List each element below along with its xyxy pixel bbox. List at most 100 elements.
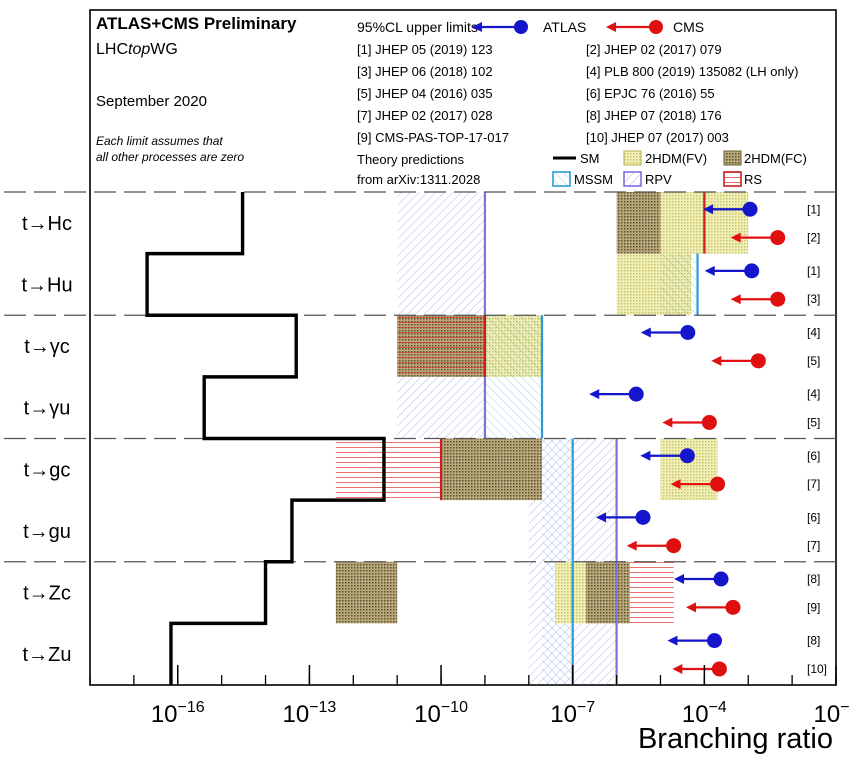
reference-6: [6] EPJC 76 (2016) 55 [586, 86, 715, 101]
limit-atlas: [1] [703, 201, 820, 217]
x-tick-label: 10−7 [550, 699, 595, 728]
plot-frame [89, 9, 837, 686]
legend-sm-label: SM [580, 151, 600, 166]
limit-reference: [7] [807, 477, 820, 491]
legend-atlas-label: ATLAS [543, 19, 586, 35]
legend-cms-marker [606, 20, 663, 34]
limit-marker [770, 230, 786, 246]
reference-3: [3] JHEP 06 (2018) 102 [357, 64, 493, 79]
limit-atlas: [6] [596, 509, 820, 525]
x-tick-label: 10−1 [814, 699, 850, 728]
theory-bands [335, 192, 749, 685]
legend-rs-label: RS [744, 172, 762, 187]
limit-reference: [5] [807, 415, 820, 429]
reference-8: [8] JHEP 07 (2018) 176 [586, 108, 722, 123]
theory-label-1: Theory predictions [357, 152, 464, 167]
limit-arrow-head [640, 450, 651, 461]
header: ATLAS+CMS Preliminary LHCtopWG September… [96, 14, 807, 187]
limit-atlas: [4] [589, 386, 820, 402]
limit-arrow-head [670, 479, 681, 490]
legend-limits-label: 95%CL upper limits [357, 19, 478, 35]
limit-cms: [3] [730, 291, 820, 307]
limit-marker [701, 414, 717, 430]
limit-marker [635, 509, 651, 525]
limit-arrow-head [672, 663, 683, 674]
x-tick-label: 10−10 [414, 699, 468, 728]
limit-atlas: [8] [674, 571, 820, 587]
theory-band-mssm [660, 253, 698, 316]
x-axis-label: Branching ratio [638, 723, 833, 755]
x-tick-label: 10−16 [151, 699, 205, 728]
limit-arrow-head [686, 602, 697, 613]
theory-band-rs [397, 315, 485, 377]
limit-marker [770, 291, 786, 307]
limit-cms: [2] [730, 230, 820, 246]
theory-band-mssm [484, 315, 543, 439]
x-axis: 10−16 10−13 10−10 10−7 10−4 10−1 [89, 665, 850, 728]
limit-reference: [4] [807, 326, 820, 340]
limit-reference: [5] [807, 354, 820, 368]
limit-marker [711, 661, 727, 677]
theory-band-fv [660, 438, 718, 501]
limit-arrow-head [667, 635, 678, 646]
limit-atlas: [8] [667, 633, 820, 649]
sm-step-line [145, 192, 386, 685]
process-label: t→γu [24, 398, 71, 420]
limit-cms: [10] [672, 661, 827, 677]
limit-atlas: [6] [640, 448, 820, 464]
limit-marker [679, 448, 695, 464]
legend-fc-label: 2HDM(FC) [744, 151, 807, 166]
limit-reference: [9] [807, 600, 820, 614]
limit-arrow-head [730, 232, 741, 243]
limit-cms: [7] [626, 538, 820, 554]
limit-marker [750, 353, 766, 369]
theory-label-2: from arXiv:1311.2028 [357, 172, 480, 187]
limit-atlas: [1] [704, 263, 820, 279]
limit-cms: [9] [686, 599, 820, 615]
reference-5: [5] JHEP 04 (2016) 035 [357, 86, 493, 101]
limit-marker [713, 571, 729, 587]
limit-cms: [5] [711, 353, 820, 369]
model-legend: SM 2HDM(FV) 2HDM(FC) MSSM RPV RS [552, 150, 807, 187]
limit-cms: [5] [662, 414, 820, 430]
process-label: t→Hc [22, 213, 72, 235]
legend-mssm-label: MSSM [574, 172, 613, 187]
limit-reference: [6] [807, 510, 820, 524]
legend-rs-swatch [723, 171, 742, 187]
limit-arrow-head [674, 574, 685, 585]
limit-arrow-head [640, 327, 651, 338]
theory-band-fc [585, 561, 630, 624]
legend-rpv-swatch [623, 171, 642, 187]
x-tick-label: 10−13 [282, 699, 336, 728]
limit-reference: [1] [807, 264, 820, 278]
experimental-limits: [1] [2] [1] [3] [4] [5] [4] [5] [6] [7] [6] [7] [8] [… [589, 201, 827, 677]
limit-reference: [8] [807, 634, 820, 648]
limit-marker [680, 325, 696, 341]
limit-marker [666, 538, 682, 554]
legend-atlas-marker [472, 20, 528, 34]
limit-marker [744, 263, 760, 279]
legend-fv-label: 2HDM(FV) [645, 151, 707, 166]
x-tick-label: 10−4 [682, 699, 727, 728]
date-label: September 2020 [96, 93, 207, 110]
legend-cms-label: CMS [673, 19, 704, 35]
process-label: t→Zu [23, 644, 72, 666]
limit-marker [706, 633, 722, 649]
legend-mssm-swatch [552, 171, 571, 187]
limit-reference: [2] [807, 231, 820, 245]
limit-reference: [4] [807, 387, 820, 401]
limit-arrow-head [704, 265, 715, 276]
limit-marker [710, 476, 726, 492]
process-label: t→γc [24, 336, 70, 358]
limit-arrow-head [596, 512, 607, 523]
limit-reference: [1] [807, 202, 820, 216]
chart-title: ATLAS+CMS Preliminary [96, 14, 297, 33]
limit-marker [742, 201, 758, 217]
limit-reference: [8] [807, 572, 820, 586]
reference-10: [10] JHEP 07 (2017) 003 [586, 130, 729, 145]
assumption-note-1: Each limit assumes that [96, 134, 223, 148]
process-label: t→Zc [23, 583, 71, 605]
group-label: LHCtopWG [96, 41, 178, 58]
limit-marker [628, 386, 644, 402]
